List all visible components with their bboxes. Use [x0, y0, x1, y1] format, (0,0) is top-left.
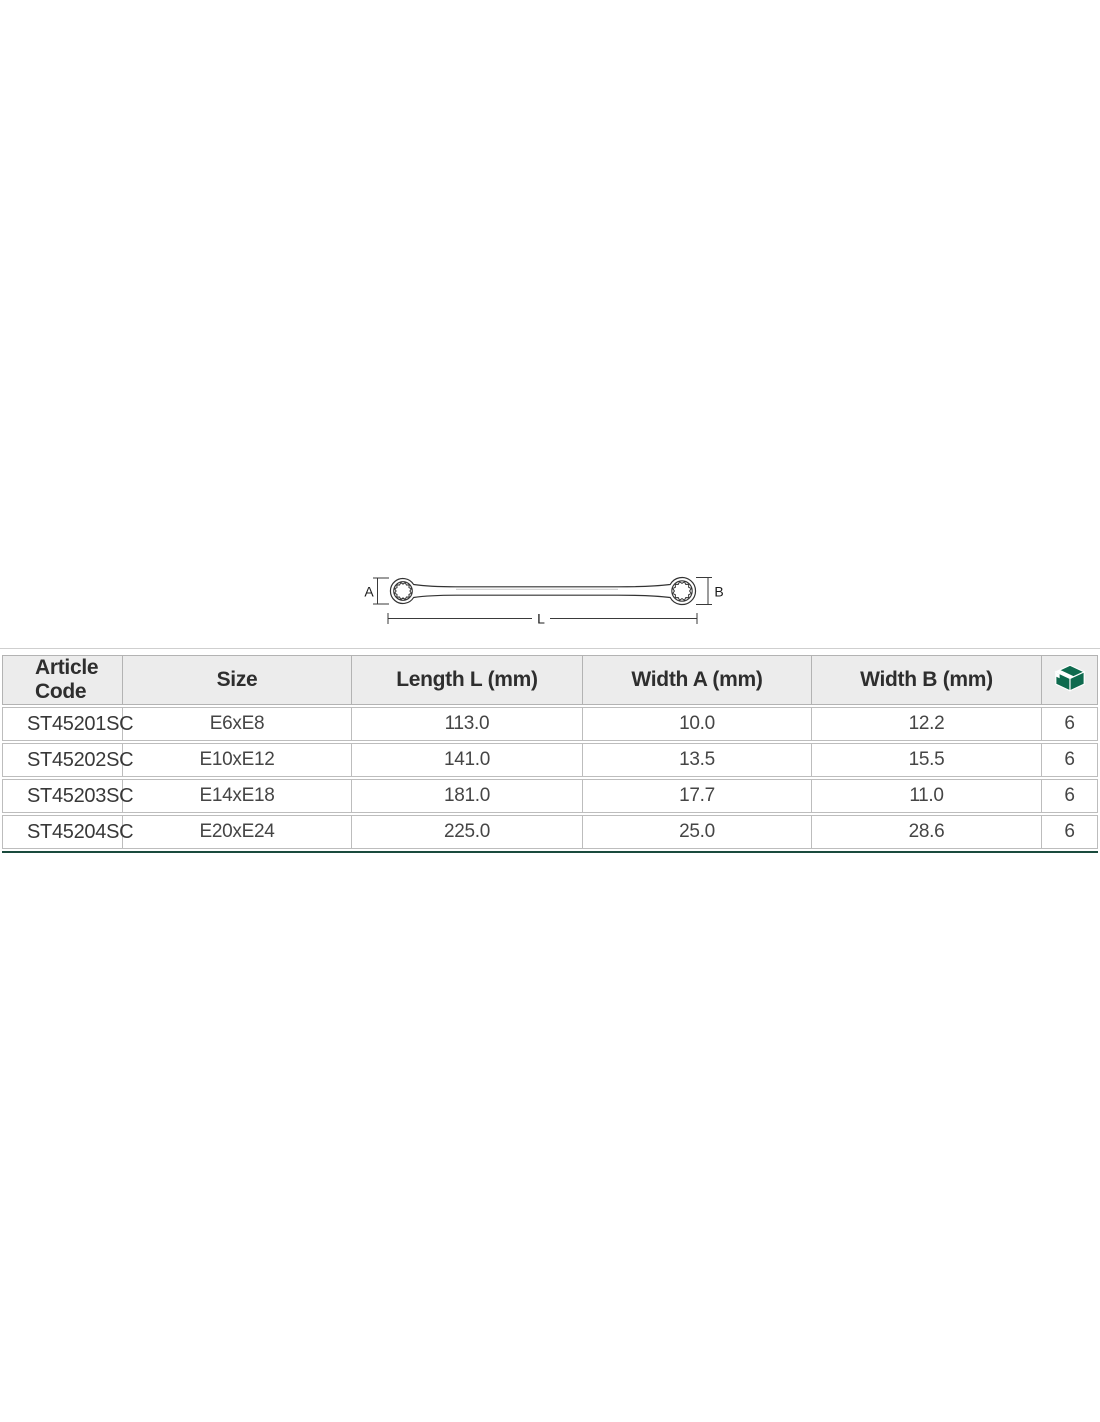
spec-table: Article Code Size Length L (mm) Width A …: [2, 653, 1098, 851]
cell-width-b: 12.2: [812, 707, 1042, 741]
cell-pack-qty: 6: [1042, 779, 1098, 813]
table-row: ST45204SC E20xE24 225.0 25.0 28.6 6: [2, 815, 1098, 849]
cell-article-code: ST45203SC: [2, 779, 134, 813]
header-length-l: Length L (mm): [352, 655, 583, 705]
cell-width-a: 10.0: [583, 707, 812, 741]
cell-length-l: 225.0: [352, 815, 583, 849]
cell-article-code: ST45202SC: [2, 743, 134, 777]
cell-width-b: 28.6: [812, 815, 1042, 849]
cell-length-l: 141.0: [352, 743, 583, 777]
table-row: ST45203SC E14xE18 181.0 17.7 11.0 6: [2, 779, 1098, 813]
cell-pack-qty: 6: [1042, 815, 1098, 849]
cell-width-b: 11.0: [812, 779, 1042, 813]
package-box-icon: [1053, 663, 1087, 698]
header-width-a: Width A (mm): [583, 655, 812, 705]
header-size: Size: [123, 655, 352, 705]
dimension-b: [696, 577, 712, 605]
dimension-a: [373, 577, 389, 605]
cell-width-a: 13.5: [583, 743, 812, 777]
wrench-diagram: A B L: [360, 561, 740, 651]
cell-width-a: 25.0: [583, 815, 812, 849]
dim-label-b: B: [714, 584, 723, 600]
dim-label-a: A: [364, 584, 374, 600]
cell-size: E20xE24: [123, 815, 352, 849]
header-width-b: Width B (mm): [812, 655, 1042, 705]
cell-article-code: ST45204SC: [2, 815, 134, 849]
table-row: ST45201SC E6xE8 113.0 10.0 12.2 6: [2, 707, 1098, 741]
cell-width-a: 17.7: [583, 779, 812, 813]
cell-length-l: 113.0: [352, 707, 583, 741]
cell-size: E6xE8: [123, 707, 352, 741]
cell-article-code: ST45201SC: [2, 707, 134, 741]
header-pack-qty: [1042, 655, 1098, 705]
cell-size: E10xE12: [123, 743, 352, 777]
header-row: Article Code Size Length L (mm) Width A …: [2, 655, 1098, 705]
cell-width-b: 15.5: [812, 743, 1042, 777]
dimension-l: [387, 613, 698, 624]
wrench-body: [389, 576, 697, 606]
cell-size: E14xE18: [123, 779, 352, 813]
cell-pack-qty: 6: [1042, 743, 1098, 777]
dim-label-l: L: [537, 611, 545, 627]
cell-length-l: 181.0: [352, 779, 583, 813]
wrench-drawing-svg: A B L: [364, 576, 724, 627]
header-article-code: Article Code: [2, 655, 123, 705]
cell-pack-qty: 6: [1042, 707, 1098, 741]
box-end-right: [671, 580, 693, 602]
spec-table-container: Article Code Size Length L (mm) Width A …: [2, 653, 1098, 853]
table-top-rule: [0, 648, 1100, 649]
box-end-left: [393, 581, 413, 601]
table-row: ST45202SC E10xE12 141.0 13.5 15.5 6: [2, 743, 1098, 777]
